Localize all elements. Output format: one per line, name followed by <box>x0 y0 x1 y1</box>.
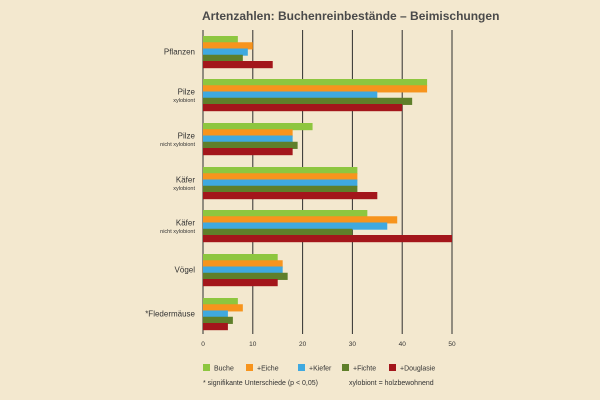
bar-5-cat-6 <box>203 279 278 287</box>
bar-1-cat-6 <box>203 254 278 262</box>
bar-3-cat-5 <box>203 222 388 230</box>
bar-4-cat-1 <box>203 54 243 62</box>
x-axis-ticks: 0 10 20 30 40 50 <box>201 341 456 348</box>
category-label: Pilze <box>178 132 196 141</box>
category-sublabel: nicht xylobiont <box>160 229 195 235</box>
category-label: Pilze <box>178 88 196 97</box>
bar-5-cat-1 <box>203 61 273 69</box>
bar-4-cat-7 <box>203 316 233 324</box>
category-label: Vögel <box>175 266 196 275</box>
bar-3-cat-1 <box>203 48 248 56</box>
footnote: * signifikante Unterschiede (p < 0,05) <box>203 380 318 387</box>
bar-2-cat-3 <box>203 129 293 137</box>
legend-swatch <box>246 364 253 371</box>
x-tick-label: 30 <box>349 341 357 348</box>
legend-label: +Kiefer <box>309 366 332 373</box>
bar-2-cat-6 <box>203 260 283 268</box>
bar-4-cat-5 <box>203 228 353 236</box>
category-label: *Fledermäuse <box>145 310 195 319</box>
x-tick-label: 50 <box>448 341 456 348</box>
bar-2-cat-7 <box>203 304 243 312</box>
bar-3-cat-3 <box>203 135 293 143</box>
bar-2-cat-2 <box>203 85 428 93</box>
bar-1-cat-4 <box>203 167 358 175</box>
legend-label: Buche <box>214 366 234 373</box>
legend-swatch <box>298 364 305 371</box>
category-sublabel: xylobiont <box>173 98 195 104</box>
category-label: Käfer <box>176 219 195 228</box>
bar-3-cat-6 <box>203 266 283 274</box>
category-sublabel: nicht xylobiont <box>160 142 195 148</box>
bars-layer <box>203 36 452 331</box>
bar-1-cat-5 <box>203 210 368 218</box>
legend-swatch <box>342 364 349 371</box>
bar-1-cat-3 <box>203 123 313 131</box>
bar-1-cat-2 <box>203 79 428 87</box>
bar-2-cat-4 <box>203 173 358 181</box>
x-tick-label: 0 <box>201 341 205 348</box>
bar-4-cat-6 <box>203 272 288 280</box>
bar-5-cat-5 <box>203 235 452 243</box>
legend-swatch <box>203 364 210 371</box>
bar-3-cat-4 <box>203 179 358 187</box>
bar-5-cat-3 <box>203 148 293 156</box>
category-label: Pflanzen <box>164 48 195 57</box>
x-tick-label: 40 <box>399 341 407 348</box>
bar-2-cat-1 <box>203 42 253 50</box>
x-tick-label: 10 <box>249 341 257 348</box>
bar-4-cat-4 <box>203 185 358 193</box>
bar-5-cat-2 <box>203 104 403 112</box>
legend-label: +Fichte <box>353 366 376 373</box>
bar-4-cat-3 <box>203 141 298 149</box>
category-sublabel: xylobiont <box>173 186 195 192</box>
legend: Buche +Eiche +Kiefer +Fichte +Douglasie <box>203 364 435 373</box>
legend-label: +Douglasie <box>400 366 435 373</box>
legend-label: +Eiche <box>257 366 279 373</box>
bar-1-cat-1 <box>203 36 238 44</box>
definition-note: xylobiont = holzbewohnend <box>349 380 434 387</box>
category-label: Käfer <box>176 176 195 185</box>
legend-swatch <box>389 364 396 371</box>
bar-4-cat-2 <box>203 97 413 105</box>
bar-3-cat-2 <box>203 91 378 99</box>
bar-1-cat-7 <box>203 298 238 306</box>
bar-2-cat-5 <box>203 216 398 224</box>
x-tick-label: 20 <box>299 341 307 348</box>
bar-5-cat-7 <box>203 323 228 331</box>
plot-background <box>200 10 500 400</box>
chart-title: Artenzahlen: Buchenreinbestände – Beimis… <box>202 9 499 23</box>
bar-5-cat-4 <box>203 192 378 200</box>
bar-3-cat-7 <box>203 310 228 318</box>
